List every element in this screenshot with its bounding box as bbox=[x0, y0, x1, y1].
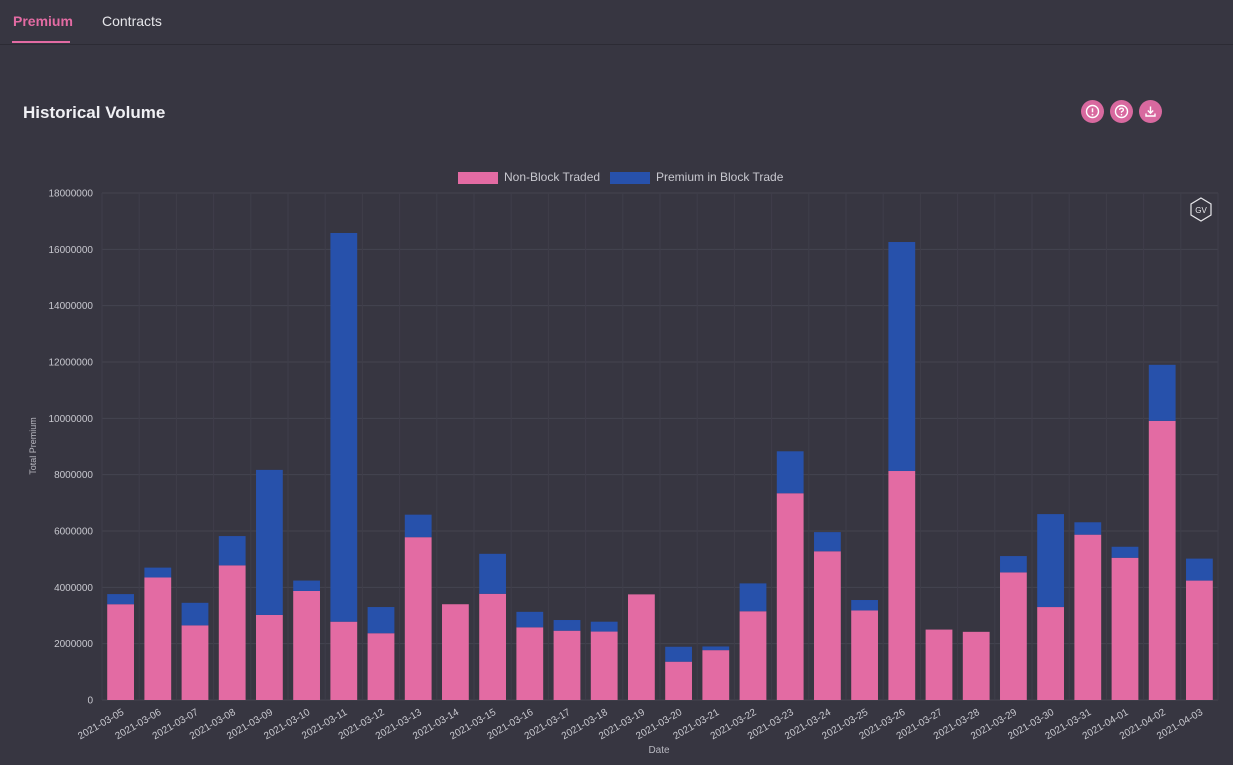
bar-block-trade[interactable] bbox=[330, 232, 358, 622]
y-tick-label: 10000000 bbox=[49, 414, 94, 425]
bar-block-trade[interactable] bbox=[590, 621, 618, 632]
bar-block-trade[interactable] bbox=[1037, 514, 1064, 608]
help-icon bbox=[1114, 104, 1129, 119]
bar-block-trade[interactable] bbox=[404, 514, 432, 538]
bar-non-block[interactable] bbox=[181, 625, 209, 700]
bar-block-trade[interactable] bbox=[367, 607, 395, 634]
download-button[interactable] bbox=[1139, 100, 1162, 123]
bar-non-block[interactable] bbox=[107, 604, 134, 700]
historical-volume-chart: 0 2000000 4000000 6000000 8000000 10000000 120… bbox=[28, 170, 1219, 756]
bar-non-block[interactable] bbox=[925, 629, 953, 700]
bar-non-block[interactable] bbox=[144, 577, 172, 700]
bar-non-block[interactable] bbox=[442, 604, 469, 700]
info-icon bbox=[1085, 104, 1100, 119]
bar-block-trade[interactable] bbox=[1148, 364, 1176, 421]
bar-non-block[interactable] bbox=[256, 614, 283, 700]
bar-non-block[interactable] bbox=[776, 493, 804, 700]
y-tick-label: 6000000 bbox=[54, 527, 93, 538]
legend-label-non-block[interactable]: Non-Block Traded bbox=[504, 170, 600, 184]
tab-premium[interactable]: Premium bbox=[13, 13, 73, 29]
x-axis-ticks: 2021-03-052021-03-062021-03-072021-03-08… bbox=[76, 707, 1205, 742]
bar-block-trade[interactable] bbox=[516, 611, 544, 628]
bar-non-block[interactable] bbox=[1037, 607, 1064, 700]
bar-block-trade[interactable] bbox=[665, 646, 692, 662]
gv-logo: GV bbox=[1190, 197, 1212, 222]
bar-non-block[interactable] bbox=[1074, 534, 1102, 700]
legend-swatch-non-block[interactable] bbox=[458, 172, 498, 184]
bar-block-trade[interactable] bbox=[107, 594, 134, 605]
bar-block-trade[interactable] bbox=[851, 600, 878, 611]
bar-block-trade[interactable] bbox=[702, 646, 730, 651]
bar-block-trade[interactable] bbox=[1111, 546, 1139, 558]
download-icon bbox=[1145, 106, 1156, 117]
bar-non-block[interactable] bbox=[404, 537, 432, 700]
y-tick-label: 16000000 bbox=[49, 245, 94, 256]
bar-non-block[interactable] bbox=[516, 627, 544, 700]
y-tick-label: 12000000 bbox=[49, 358, 94, 369]
tab-bar: Premium Contracts bbox=[0, 0, 1233, 45]
bar-non-block[interactable] bbox=[739, 611, 767, 700]
bar-block-trade[interactable] bbox=[218, 536, 246, 566]
y-axis-title: Total Premium bbox=[28, 417, 38, 475]
bar-non-block[interactable] bbox=[814, 551, 841, 700]
legend: Non-Block Traded Premium in Block Trade bbox=[458, 170, 784, 184]
bar-non-block[interactable] bbox=[1111, 557, 1139, 700]
bar-non-block[interactable] bbox=[962, 631, 990, 700]
legend-swatch-block[interactable] bbox=[610, 172, 650, 184]
y-tick-label: 2000000 bbox=[54, 639, 93, 650]
section-title: Historical Volume bbox=[23, 103, 166, 122]
legend-label-block[interactable]: Premium in Block Trade bbox=[656, 170, 784, 184]
bar-block-trade[interactable] bbox=[776, 451, 804, 494]
x-axis-title: Date bbox=[648, 745, 670, 756]
bar-non-block[interactable] bbox=[590, 631, 618, 700]
bar-block-trade[interactable] bbox=[144, 567, 172, 578]
bar-block-trade[interactable] bbox=[1186, 558, 1213, 581]
bar-non-block[interactable] bbox=[888, 471, 916, 700]
tab-contracts[interactable]: Contracts bbox=[102, 13, 162, 29]
help-button[interactable] bbox=[1110, 100, 1133, 123]
y-tick-label: 4000000 bbox=[54, 583, 93, 594]
bar-non-block[interactable] bbox=[851, 610, 878, 700]
y-tick-label: 18000000 bbox=[49, 189, 94, 200]
bar-block-trade[interactable] bbox=[293, 580, 320, 591]
bar-non-block[interactable] bbox=[628, 594, 655, 700]
bar-non-block[interactable] bbox=[553, 630, 581, 700]
bar-non-block[interactable] bbox=[702, 650, 730, 700]
bar-non-block[interactable] bbox=[665, 661, 692, 700]
active-tab-indicator bbox=[12, 41, 70, 43]
y-tick-label: 14000000 bbox=[49, 301, 94, 312]
bar-block-trade[interactable] bbox=[1000, 556, 1027, 573]
y-tick-label: 8000000 bbox=[54, 470, 93, 481]
bar-non-block[interactable] bbox=[367, 633, 395, 700]
bar-non-block[interactable] bbox=[1000, 572, 1027, 700]
bar-block-trade[interactable] bbox=[181, 602, 209, 626]
bar-non-block[interactable] bbox=[1186, 580, 1213, 700]
bar-block-trade[interactable] bbox=[479, 553, 506, 594]
bar-non-block[interactable] bbox=[293, 590, 320, 700]
info-button[interactable] bbox=[1081, 100, 1104, 123]
bar-block-trade[interactable] bbox=[739, 583, 767, 612]
bars bbox=[107, 232, 1213, 700]
bar-block-trade[interactable] bbox=[814, 532, 841, 552]
bar-block-trade[interactable] bbox=[553, 620, 581, 631]
y-axis-ticks: 0 2000000 4000000 6000000 8000000 10000000 120… bbox=[49, 189, 94, 707]
grid bbox=[101, 192, 1219, 701]
bar-non-block[interactable] bbox=[479, 593, 506, 700]
bar-non-block[interactable] bbox=[218, 565, 246, 700]
bar-block-trade[interactable] bbox=[256, 469, 283, 615]
y-tick-label: 0 bbox=[87, 696, 93, 707]
bar-non-block[interactable] bbox=[330, 621, 358, 700]
bar-block-trade[interactable] bbox=[1074, 522, 1102, 535]
gv-logo-text: GV bbox=[1195, 206, 1207, 215]
bar-block-trade[interactable] bbox=[888, 242, 916, 472]
bar-non-block[interactable] bbox=[1148, 420, 1176, 700]
